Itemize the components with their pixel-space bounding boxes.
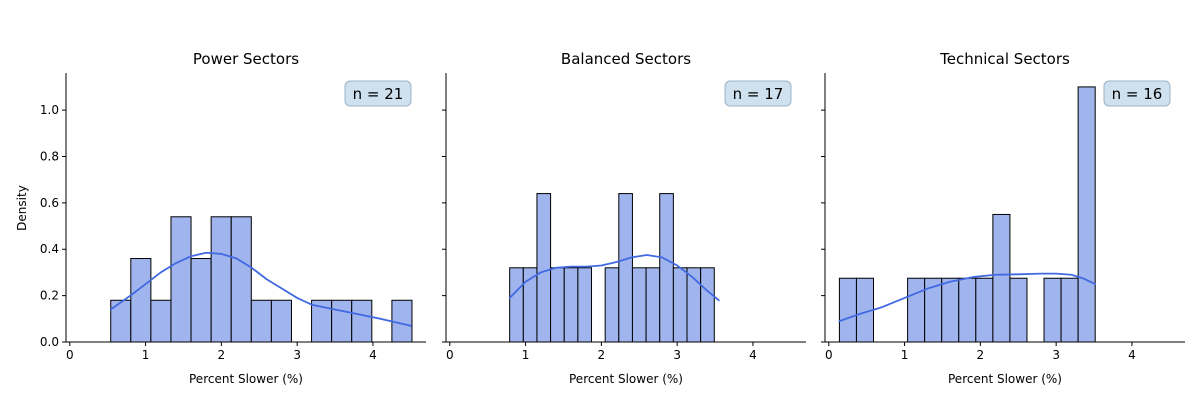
histogram-bar <box>577 267 593 343</box>
sample-count-badge <box>1103 80 1171 107</box>
histogram-bar <box>941 277 960 343</box>
subplot-title: Power Sectors <box>193 50 299 68</box>
histogram-bar <box>1043 277 1062 343</box>
x-tick-label: 3 <box>673 348 681 362</box>
x-tick-label: 4 <box>1128 348 1136 362</box>
histogram-bar <box>230 216 252 343</box>
histogram-bar <box>509 267 524 343</box>
x-tick-label: 0 <box>66 348 74 362</box>
histogram-bar <box>838 277 857 343</box>
kde-line <box>508 254 720 302</box>
x-tick-label: 4 <box>369 348 377 362</box>
histogram-bar <box>1009 277 1028 343</box>
kde-line <box>838 272 1097 323</box>
histogram-bar <box>150 299 172 343</box>
x-tick-label: 3 <box>293 348 301 362</box>
histogram-bar <box>170 216 192 343</box>
x-axis-label: Percent Slower (%) <box>189 372 303 386</box>
histogram-bar <box>1060 277 1079 343</box>
histogram-bar <box>631 267 647 343</box>
sample-count-label: n = 17 <box>733 85 784 103</box>
histogram-bar <box>210 216 232 343</box>
x-tick-label: 2 <box>598 348 606 362</box>
x-tick-label: 1 <box>522 348 530 362</box>
histogram-bar <box>700 267 715 343</box>
y-tick-label: 0.6 <box>40 196 59 210</box>
histogram-bar <box>992 213 1011 343</box>
y-tick-label: 0.8 <box>40 149 59 163</box>
subplot-2: 0 1 2 3 4 Balanced Sectors Percent Slower (%) n… <box>442 50 806 386</box>
y-axis-label: Density <box>15 185 29 231</box>
histogram-bar <box>351 299 373 343</box>
x-tick-label: 2 <box>218 348 226 362</box>
histogram-bar <box>270 299 292 343</box>
histogram-bar <box>975 277 994 343</box>
histogram-bar <box>958 277 977 343</box>
sample-count-badge <box>344 80 412 107</box>
x-tick-label: 1 <box>142 348 150 362</box>
x-tick-label: 1 <box>901 348 909 362</box>
x-tick-label: 3 <box>1052 348 1060 362</box>
sample-count-label: n = 16 <box>1112 85 1163 103</box>
sample-count-label: n = 21 <box>353 85 404 103</box>
y-tick-label: 0.2 <box>40 289 59 303</box>
sample-count-badge <box>724 80 792 107</box>
y-tick-label: 1.0 <box>40 103 59 117</box>
histogram-bar <box>907 277 926 343</box>
histogram-bar <box>604 267 620 343</box>
x-tick-label: 0 <box>446 348 454 362</box>
x-axis-label: Percent Slower (%) <box>569 372 683 386</box>
kde-line <box>109 251 412 327</box>
subplot-title: Balanced Sectors <box>561 50 691 68</box>
y-tick-label: 0.0 <box>40 335 59 349</box>
x-axis-label: Percent Slower (%) <box>948 372 1062 386</box>
histogram-bar <box>563 267 579 343</box>
subplot-3: 0 1 2 3 4 Technical Sectors Percent Slower (%)… <box>821 50 1185 386</box>
histogram-bar <box>618 193 633 343</box>
histogram-bar <box>250 299 272 343</box>
histogram-bar <box>645 267 661 343</box>
subplot-title: Technical Sectors <box>939 50 1070 68</box>
x-tick-label: 0 <box>825 348 833 362</box>
x-tick-label: 4 <box>749 348 757 362</box>
y-tick-label: 0.4 <box>40 242 59 256</box>
histogram-bar <box>391 299 413 343</box>
histogram-bar <box>550 267 565 343</box>
histogram-bar <box>672 267 688 343</box>
histogram-bar <box>190 258 212 343</box>
histogram-bar <box>659 193 674 343</box>
x-tick-label: 2 <box>977 348 985 362</box>
histogram-bar <box>331 299 353 343</box>
histogram-bar <box>1077 86 1096 343</box>
histogram-bar <box>130 258 152 343</box>
subplot-1: 0 1 2 3 4 0.0 0.2 0.4 0.6 0.8 1.0 Power Sectors Perc… <box>40 50 426 386</box>
histogram-bar <box>536 193 552 343</box>
